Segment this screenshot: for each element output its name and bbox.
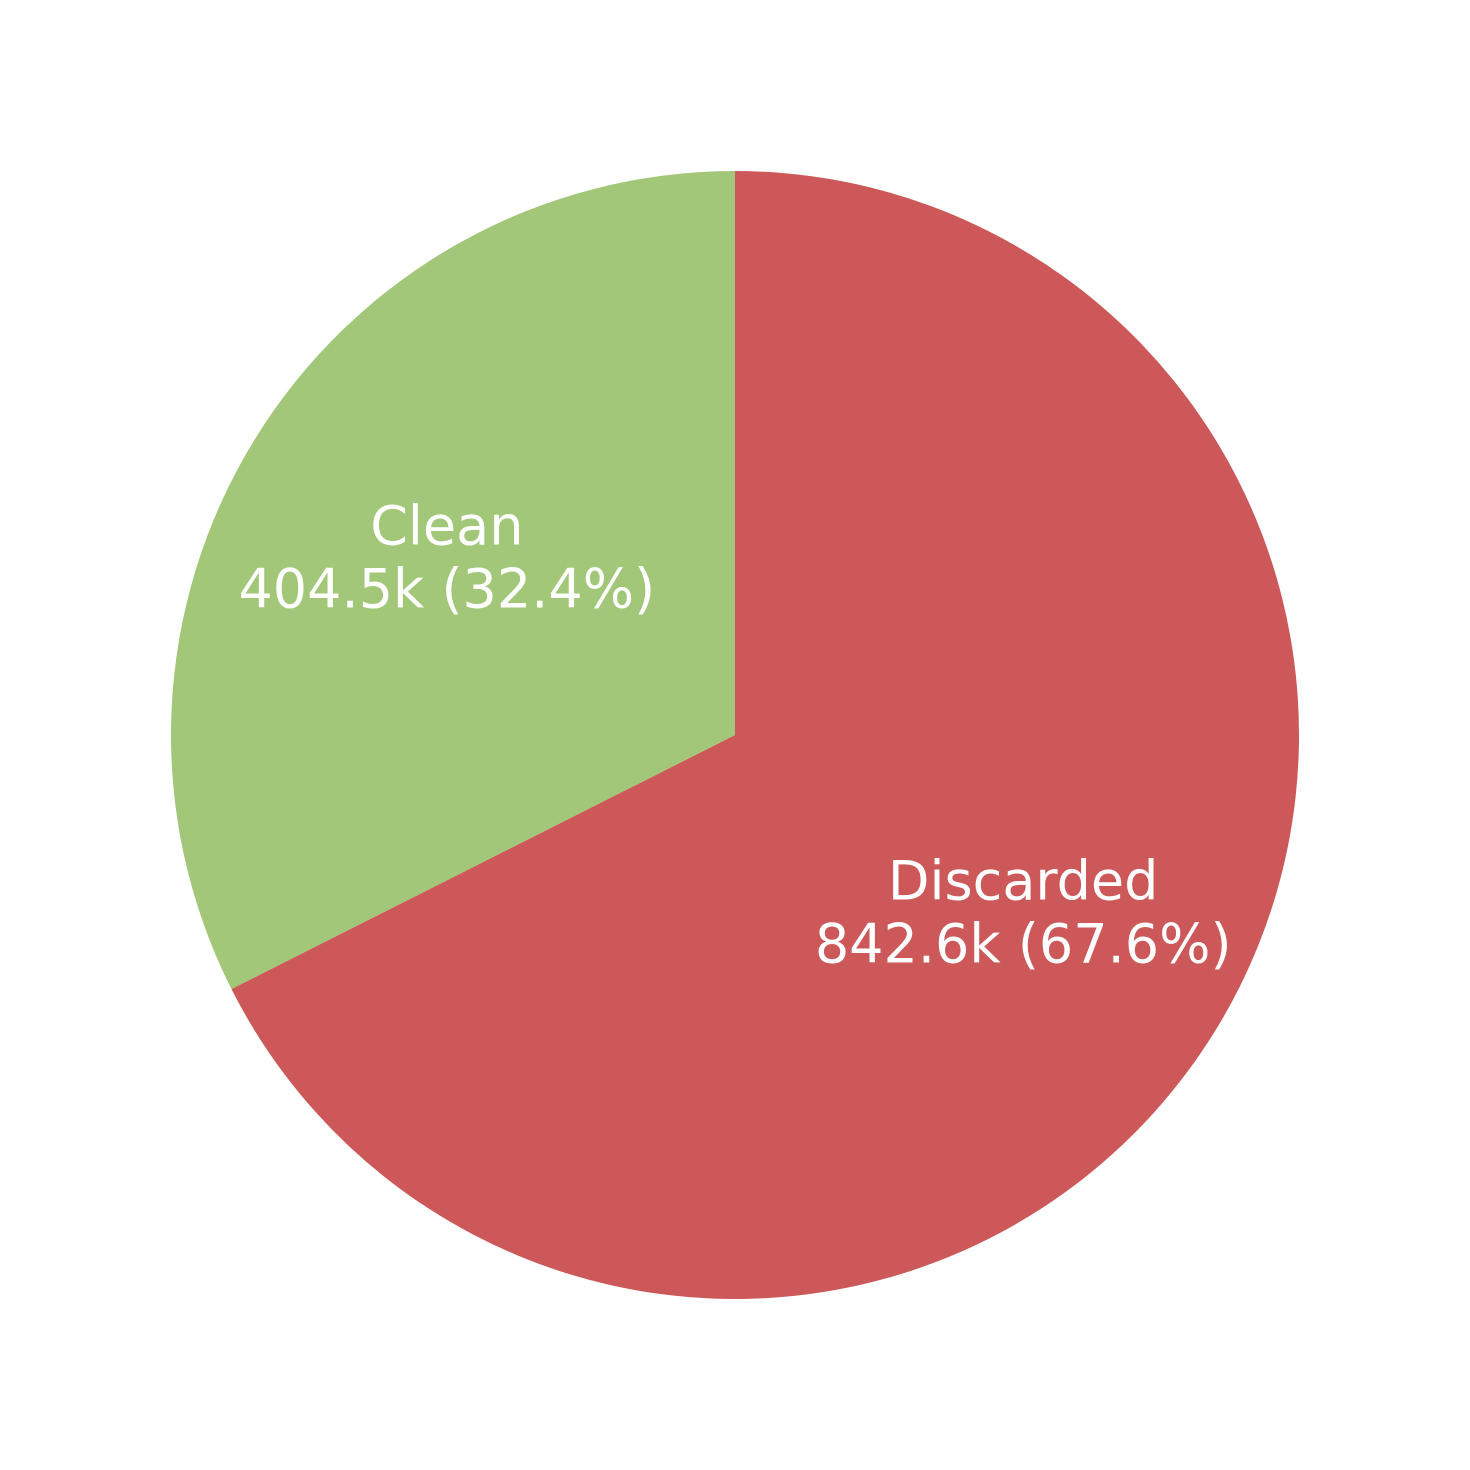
slice-label-discarded: Discarded 842.6k (67.6%) [815, 849, 1232, 975]
pie-slice-discarded [231, 171, 1299, 1299]
pie-labels: Discarded 842.6k (67.6%) Clean 404.5k (32.4… [238, 495, 1231, 976]
slice-value: 404.5k (32.4%) [238, 558, 655, 621]
slice-value: 842.6k (67.6%) [815, 912, 1232, 975]
slice-name: Discarded [888, 849, 1159, 912]
pie-slices [171, 171, 1299, 1299]
pie-slice-clean [171, 171, 736, 990]
slice-name: Clean [370, 495, 523, 558]
slice-label-clean: Clean 404.5k (32.4%) [238, 495, 655, 621]
